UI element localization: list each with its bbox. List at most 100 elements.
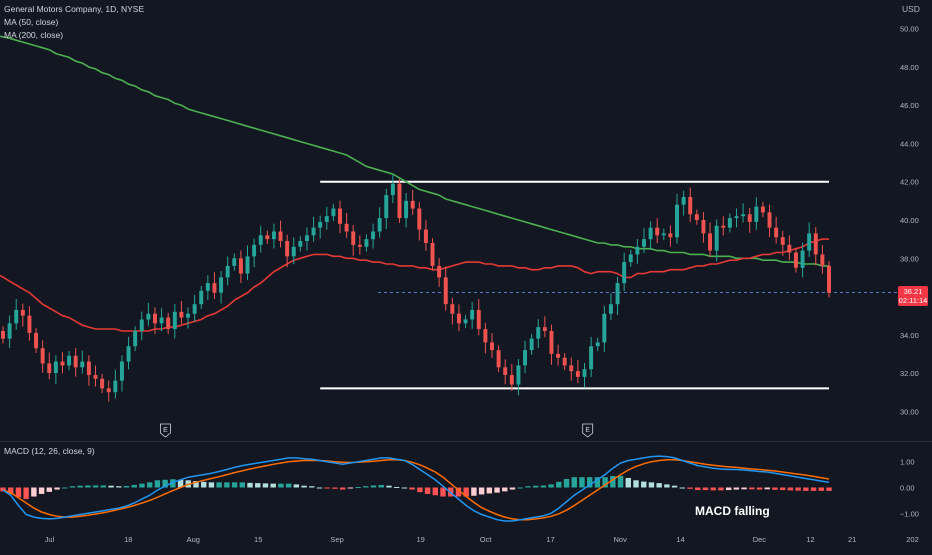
macd-pane [0,455,832,522]
macd-histogram-bar [440,487,446,497]
candle-body [186,313,191,318]
macd-legend[interactable]: MACD (12, 26, close, 9) [4,446,95,456]
macd-histogram-bar [301,485,307,488]
candle-body [456,313,461,324]
date-axis-tick-label: 21 [848,535,856,544]
macd-histogram-bar [532,485,539,488]
macd-histogram-bar [123,485,130,488]
macd-histogram-bar [46,487,53,492]
candle-body [67,355,72,366]
candle-body [509,374,514,385]
macd-histogram-bar [92,485,99,488]
macd-histogram-bar [540,485,547,488]
candle-body [119,361,124,381]
price-axis-tick-label: 48.00 [900,63,919,72]
candle-body [364,239,369,247]
candle-body [423,229,428,243]
candle-body [615,283,620,305]
macd-histogram-bar [679,487,686,489]
macd-histogram-bar [285,483,292,488]
macd-histogram-bar [324,487,330,489]
candle-body [760,206,765,213]
macd-histogram-bar [31,487,37,497]
last-price-badge: 36.21 02:11:14 [898,286,928,306]
candle-body [7,323,12,339]
candle-body [437,265,442,278]
candle-body [827,265,831,293]
price-axis-tick-label: 40.00 [900,216,919,225]
candle-body [721,225,726,228]
axes: 30.0032.0034.0036.0038.0040.0042.0044.00… [45,25,919,544]
candle-body [377,218,382,232]
candle-body [397,183,402,219]
candle-body [575,371,580,377]
earnings-marker-icon [582,423,594,438]
macd-histogram-bar [741,487,747,490]
candle-body [714,225,719,251]
candle-body [245,256,250,274]
candle-body [100,378,105,389]
macd-axis-tick-label: −1.00 [900,509,919,518]
macd-histogram-bar [62,487,68,489]
candle-body [655,227,660,236]
candle-body [384,195,389,219]
macd-histogram-bar [641,481,647,488]
macd-histogram-bar [154,480,161,488]
ma50-legend[interactable]: MA (50, close) [4,17,59,27]
macd-histogram-bar [733,487,740,490]
bar-countdown: 02:11:14 [898,296,928,305]
candle-body [681,197,686,205]
candle-body [20,309,25,316]
candle-body [93,374,98,379]
date-axis-tick-label: 18 [124,535,132,544]
candle-body [556,353,561,358]
macd-histogram-bar [355,486,361,488]
macd-histogram-bar [695,487,701,491]
macd-histogram-bar [749,487,755,490]
candle-body [86,361,91,375]
macd-histogram-bar [764,487,770,490]
date-axis-tick-label: 14 [676,535,684,544]
candle-body [476,309,481,330]
macd-histogram-bar [471,487,477,496]
candle-body [271,231,276,240]
ma200-legend[interactable]: MA (200, close) [4,30,64,40]
macd-histogram-bar [455,487,462,497]
candle-body [675,204,679,238]
candle-body [417,208,422,230]
macd-histogram-bar [779,487,786,491]
macd-histogram-bar [216,482,222,488]
candle-body [470,309,475,320]
macd-histogram-bar [787,487,794,491]
date-axis-tick-label: 12 [806,535,814,544]
macd-histogram-bar [409,487,415,490]
macd-histogram-bar [772,487,778,490]
candle-body [60,361,65,366]
macd-histogram-bar [517,487,523,489]
date-axis-tick-label: 17 [546,535,554,544]
date-axis-tick-label: Aug [187,535,200,544]
candle-body [727,218,732,228]
candle-body [179,311,184,318]
candle-body [496,350,501,368]
candle-body [549,330,554,354]
macd-histogram-bar [201,481,207,488]
macd-histogram-bar [363,486,369,488]
macd-histogram-bar [332,487,338,489]
macd-histogram-bar [54,487,60,490]
macd-histogram-bar [0,487,6,492]
macd-histogram-bar [602,477,608,488]
candle-body [529,338,534,351]
price-axis-tick-label: 44.00 [900,139,919,148]
candle-body [212,283,217,293]
macd-histogram-bar [525,486,531,488]
macd-histogram-bar [146,482,153,488]
candle-body [490,342,494,351]
currency-label: USD [902,4,920,14]
candle-body [641,239,646,247]
earnings-marker-letter: E [163,427,168,434]
candle-body [608,304,613,314]
candle-body [192,304,197,314]
